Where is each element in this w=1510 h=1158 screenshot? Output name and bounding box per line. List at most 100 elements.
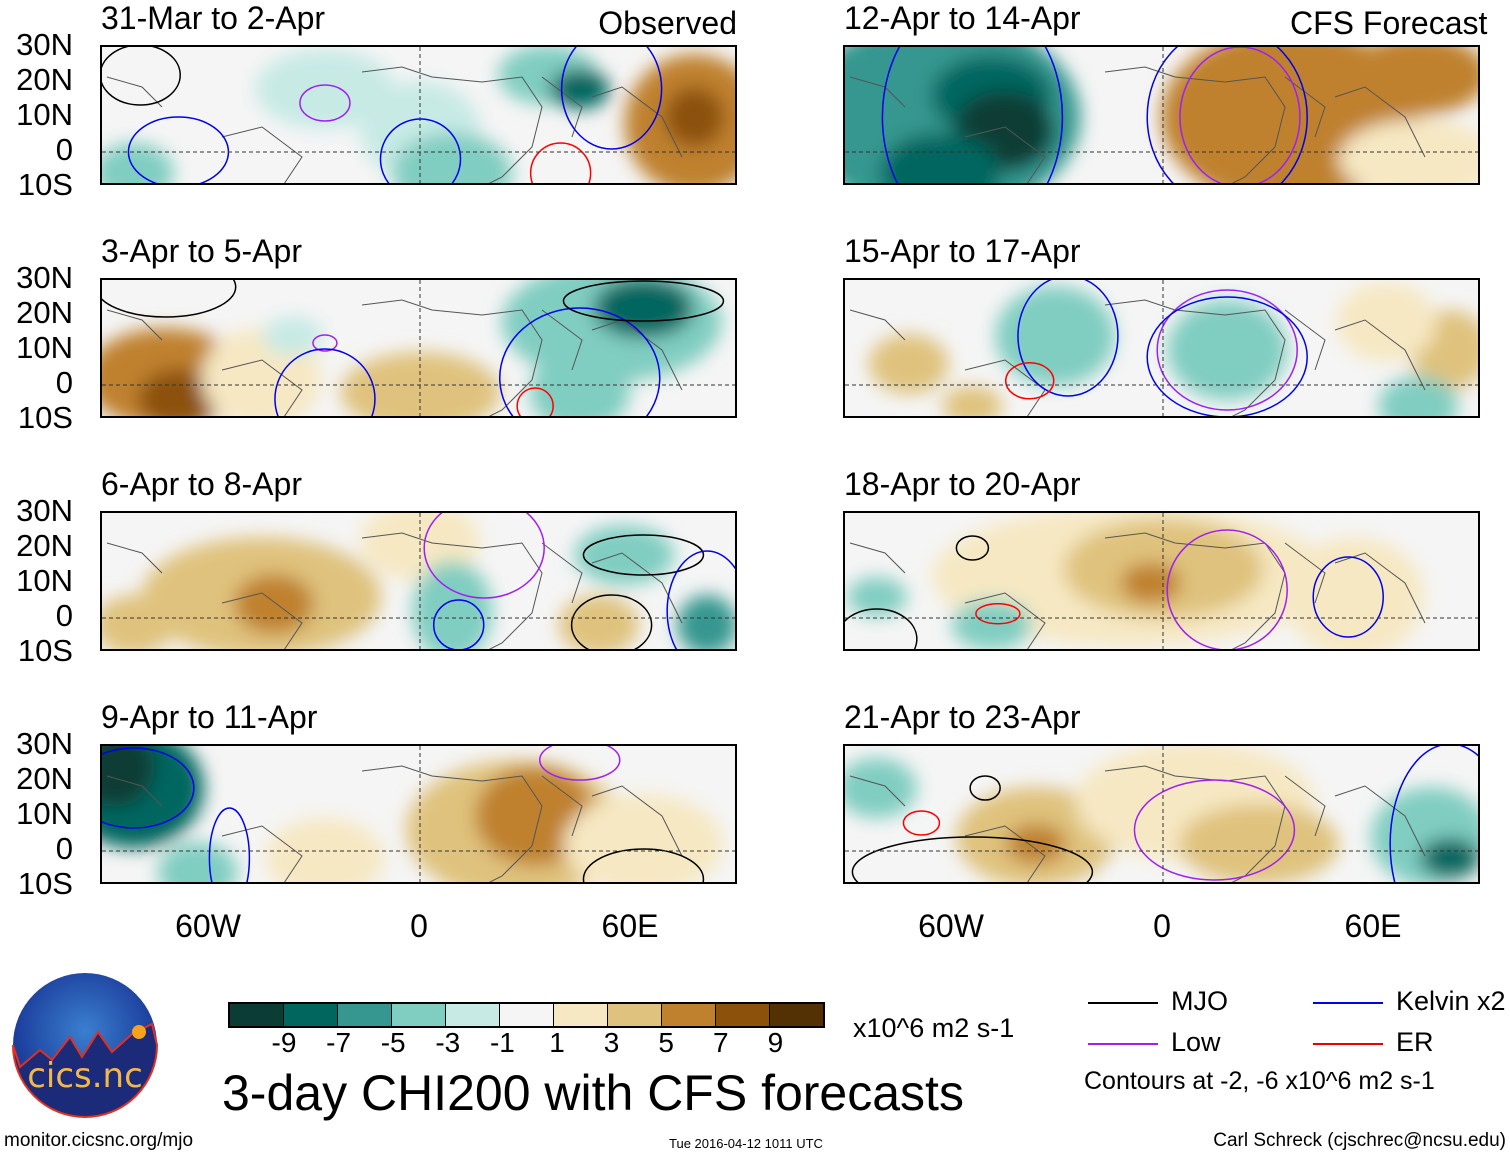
panel-title: 15-Apr to 17-Apr	[844, 233, 1081, 269]
anomaly-region	[664, 87, 725, 147]
anomaly-region	[1378, 376, 1459, 416]
map-panel	[843, 45, 1480, 185]
anomaly-region	[1120, 563, 1181, 603]
map-panel	[100, 744, 737, 884]
contour-line	[1146, 296, 1308, 416]
anomaly-region	[995, 286, 1116, 386]
contour-line	[902, 810, 941, 836]
anomaly-region	[1338, 119, 1478, 183]
panel-title: 21-Apr to 23-Apr	[844, 699, 1081, 735]
cics-logo: cics.nc	[12, 972, 159, 1123]
contour-line	[1004, 362, 1055, 400]
anomaly-region	[868, 334, 949, 394]
colorbar	[228, 1002, 825, 1028]
x-tick-label: 60E	[1344, 908, 1402, 944]
y-tick-label: 0	[55, 132, 73, 167]
y-tick-label: 0	[55, 598, 73, 633]
y-tick-label: 10N	[16, 796, 73, 831]
colorbar-swatch	[770, 1004, 823, 1026]
legend-label: Low	[1171, 1027, 1221, 1057]
footer-author: Carl Schreck (cjschrec@ncsu.edu)	[1213, 1130, 1506, 1151]
anomaly-region	[593, 280, 694, 338]
anomaly-region	[880, 133, 1001, 183]
anomaly-region	[263, 316, 324, 356]
y-tick-label: 30N	[16, 260, 73, 295]
anomaly-region	[138, 369, 219, 416]
anomaly-region	[102, 595, 174, 649]
coastline	[849, 66, 1426, 183]
coastline	[106, 765, 683, 882]
map-panel	[843, 278, 1480, 418]
coastline	[849, 299, 1426, 416]
map-panel	[100, 511, 737, 651]
anomaly-region	[951, 600, 1032, 649]
contour-line	[423, 513, 545, 599]
anomaly-region	[233, 574, 314, 634]
contour-line	[582, 534, 705, 576]
anomaly-region	[392, 133, 513, 183]
anomaly-region	[1348, 47, 1478, 115]
x-tick-label: 60W	[918, 908, 984, 944]
footer-url[interactable]: monitor.cicsnc.org/mjo	[4, 1130, 194, 1151]
y-tick-label: 30N	[16, 27, 73, 62]
y-tick-label: 0	[55, 365, 73, 400]
coastline	[106, 532, 683, 649]
anomaly-region	[340, 352, 501, 416]
legend-line	[1313, 1002, 1383, 1004]
contour-line	[516, 387, 554, 416]
anomaly-region	[1336, 282, 1437, 362]
colorbar-tick: 1	[549, 1027, 565, 1058]
anomaly-region	[102, 143, 174, 183]
contour-line	[845, 608, 918, 649]
legend-line	[1313, 1043, 1383, 1045]
contour-line	[274, 348, 376, 416]
anomaly-region	[102, 746, 155, 807]
contour-line	[1166, 529, 1288, 649]
contour-line	[1312, 556, 1384, 638]
y-tick-label: 20N	[16, 528, 73, 563]
y-tick-label: 20N	[16, 62, 73, 97]
map-panel	[843, 511, 1480, 651]
footer-timestamp: Tue 2016-04-12 1011 UTC	[669, 1136, 823, 1151]
anomaly-region	[1167, 300, 1288, 400]
contour-line	[562, 280, 725, 322]
colorbar-swatch	[338, 1004, 392, 1026]
colorbar-tick: -1	[489, 1027, 515, 1058]
contour-line	[851, 836, 1094, 882]
colorbar-swatch	[500, 1004, 554, 1026]
contour-line	[102, 47, 181, 106]
contour-line	[1389, 746, 1478, 882]
x-tick-label: 0	[1153, 908, 1171, 944]
contour-line	[582, 848, 705, 882]
x-tick-label: 0	[410, 908, 428, 944]
y-tick-label: 10S	[17, 167, 73, 202]
x-tick-label: 60E	[601, 908, 659, 944]
column-title: CFS Forecast	[1290, 5, 1488, 41]
y-tick-label: 10S	[17, 400, 73, 435]
figure-title: 3-day CHI200 with CFS forecasts	[222, 1065, 964, 1121]
y-tick-label: 10N	[16, 563, 73, 598]
anomaly-region	[942, 386, 1003, 416]
colorbar-swatch	[662, 1004, 716, 1026]
y-tick-label: 20N	[16, 295, 73, 330]
anomaly-region	[412, 561, 493, 649]
map-panel	[843, 744, 1480, 884]
anomaly-region	[563, 794, 724, 882]
contour-line	[955, 535, 990, 561]
x-tick-label: 60W	[175, 908, 241, 944]
colorbar-swatch	[284, 1004, 338, 1026]
y-tick-label: 20N	[16, 761, 73, 796]
contour-line	[499, 307, 661, 416]
anomaly-region	[549, 69, 610, 109]
anomaly-region	[1179, 804, 1340, 882]
colorbar-tick: 9	[767, 1027, 784, 1058]
anomaly-region	[845, 758, 917, 818]
contour-line	[969, 775, 1001, 801]
y-tick-label: 30N	[16, 493, 73, 528]
contour-line	[529, 142, 592, 183]
coastline	[849, 765, 1426, 882]
colorbar-tick: -7	[326, 1027, 352, 1058]
contour-line	[1156, 289, 1298, 411]
colorbar-tick: -9	[271, 1027, 297, 1058]
contour-line	[208, 807, 251, 882]
